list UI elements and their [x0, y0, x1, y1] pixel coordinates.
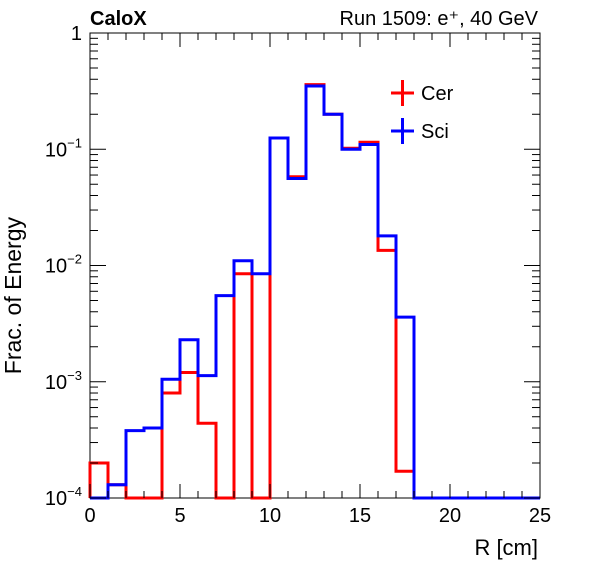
y-tick-label: 10−1	[45, 135, 82, 161]
series-line-sci	[90, 84, 540, 500]
x-tick-label: 20	[439, 505, 461, 527]
legend-sci-label: Sci	[421, 121, 449, 143]
y-tick-label: 10−3	[45, 368, 82, 394]
x-axis-ticks: 0 5 10 15 20 25	[84, 33, 551, 527]
y-axis-ticks: 10−4 10−3 10−2 10−1 1	[45, 23, 540, 510]
chart-title-right: Run 1509: e⁺, 40 GeV	[340, 8, 539, 30]
series-line-cer	[88, 83, 540, 500]
series-layer	[88, 83, 540, 500]
y-tick-label: 10−2	[45, 252, 82, 278]
y-axis-label: Frac. of Energy	[0, 217, 26, 375]
chart-title-left: CaloX	[90, 8, 147, 30]
y-tick-label: 1	[71, 23, 82, 45]
x-tick-label: 10	[259, 505, 281, 527]
y-tick-label: 10−4	[45, 484, 82, 510]
x-tick-label: 25	[529, 505, 551, 527]
x-tick-label: 5	[174, 505, 185, 527]
x-tick-label: 15	[349, 505, 371, 527]
legend-cer-label: Cer	[421, 83, 454, 105]
legend: Cer Sci	[391, 80, 454, 144]
x-tick-label: 0	[84, 505, 95, 527]
x-axis-label: R [cm]	[474, 535, 538, 560]
